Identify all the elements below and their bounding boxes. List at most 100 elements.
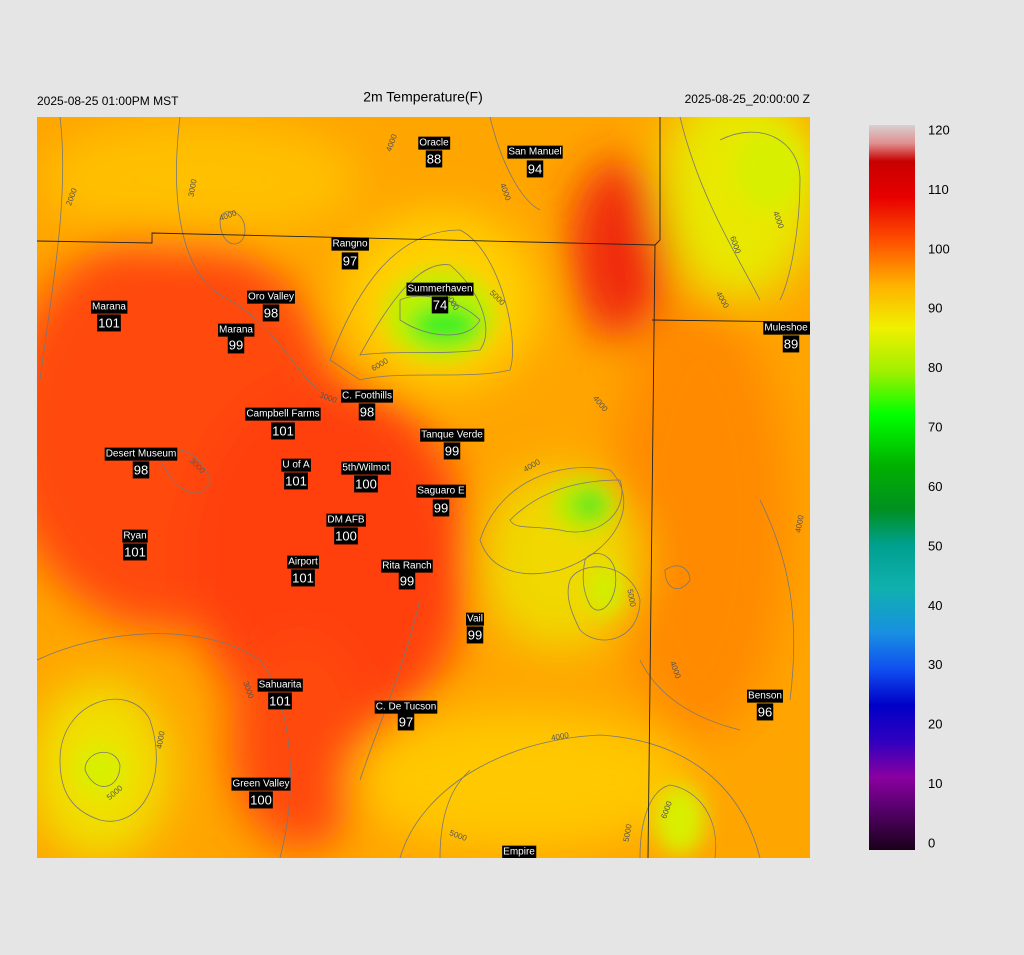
label-background: [249, 791, 273, 809]
label-background: [502, 845, 537, 858]
label-background: [354, 475, 378, 493]
station-name: Ryan: [123, 531, 146, 542]
station: 5th/Wilmot 100: [341, 461, 391, 493]
label-background: [763, 321, 810, 335]
station-name: Empire: [503, 847, 535, 858]
label-background: [340, 389, 394, 403]
station: Oro Valley 98: [247, 290, 295, 322]
colorbar: [869, 125, 915, 850]
colorbar-tick-label: 100: [928, 241, 950, 256]
label-background: [381, 559, 433, 573]
station: Tanque Verde 99: [420, 428, 485, 460]
contour-label: 5000: [625, 588, 637, 608]
label-background: [268, 692, 292, 710]
station-value: 89: [784, 336, 798, 351]
station: Muleshoe R 89: [763, 321, 810, 353]
label-background: [123, 543, 147, 561]
label-background: [358, 403, 376, 421]
station-value: 101: [285, 473, 307, 488]
label-background: [466, 626, 484, 644]
station: Summerhaven 74: [406, 282, 474, 314]
colorbar-tick-label: 10: [928, 776, 942, 791]
label-background: [284, 472, 308, 490]
colorbar-ticks: 0 10 20 30 40 50 60 70 80 90 100 110 120: [928, 122, 950, 850]
station-name: Rangno: [332, 239, 367, 250]
label-background: [425, 150, 443, 168]
label-background: [341, 252, 359, 270]
station-name: San Manuel: [508, 147, 561, 158]
station-name: Marana: [92, 302, 126, 313]
label-background: [747, 689, 783, 703]
label-background: [331, 237, 369, 251]
label-background: [287, 555, 319, 569]
colorbar-tick-label: 30: [928, 657, 942, 672]
map-title: 2m Temperature(F): [363, 89, 483, 105]
station-layer: Oracle 88 San Manuel 94 Rangno 97 Summerhaven 7…: [91, 136, 810, 858]
label-background: [526, 160, 544, 178]
station: Sahuarita 101: [257, 678, 303, 710]
station-name: Oracle: [419, 138, 449, 149]
station-value: 98: [134, 462, 148, 477]
label-background: [218, 323, 255, 337]
valid-time-utc: 2025-08-25_20:00:00 Z: [685, 92, 810, 106]
label-background: [271, 422, 295, 440]
label-background: [227, 336, 245, 354]
station: Airport 101: [287, 555, 319, 587]
station-value: 99: [445, 443, 459, 458]
station-name: C. Foothills: [342, 391, 392, 402]
label-background: [91, 300, 128, 314]
station: Ryan 101: [122, 529, 148, 561]
station-value: 101: [98, 315, 120, 330]
label-background: [262, 304, 280, 322]
label-background: [756, 703, 774, 721]
station-value: 96: [758, 704, 772, 719]
station: Benson 96: [747, 689, 783, 721]
label-background: [420, 428, 485, 442]
station-name: Tanque Verde: [421, 430, 483, 441]
station: Oracle 88: [418, 136, 451, 168]
label-background: [418, 136, 451, 150]
station-name: Desert Museum: [106, 449, 177, 460]
label-background: [122, 529, 148, 543]
station: Vail 99: [466, 612, 484, 644]
contour-label: 3000: [187, 178, 199, 198]
label-background: [406, 282, 474, 296]
station-name: U of A: [282, 460, 310, 471]
colorbar-tick-label: 80: [928, 360, 942, 375]
label-background: [326, 513, 366, 527]
colorbar-tick-label: 20: [928, 717, 942, 732]
station-value: 97: [343, 253, 357, 268]
colorbar-tick-label: 110: [928, 182, 949, 197]
station: Saguaro E 99: [416, 484, 466, 517]
label-background: [416, 484, 466, 498]
label-background: [431, 296, 449, 314]
label-background: [443, 442, 461, 460]
station-value: 101: [272, 423, 294, 438]
label-background: [247, 290, 295, 304]
station-name: Summerhaven: [407, 284, 472, 295]
terrain-contours: [37, 117, 801, 858]
station-value: 99: [434, 500, 448, 515]
label-background: [291, 569, 315, 587]
station-value: 101: [269, 693, 291, 708]
contour-label: 4000: [155, 730, 167, 750]
station: DM AFB 100: [326, 513, 366, 545]
station-value: 94: [528, 161, 542, 176]
label-background: [97, 314, 121, 332]
station: Campbell Farms 101: [245, 407, 321, 440]
station-value: 99: [468, 627, 482, 642]
station-name: Airport: [288, 557, 318, 568]
colorbar-tick-label: 40: [928, 598, 942, 613]
station: C. Foothills 98: [340, 389, 394, 421]
station-value: 97: [399, 714, 413, 729]
colorbar-tick-label: 70: [928, 420, 942, 435]
station-value: 100: [355, 476, 377, 491]
colorbar-tick-label: 120: [928, 122, 950, 137]
label-background: [245, 407, 321, 421]
station: Rangno 97: [331, 237, 369, 270]
station-value: 98: [264, 305, 278, 320]
station: Empire: [502, 845, 537, 858]
label-background: [257, 678, 303, 692]
